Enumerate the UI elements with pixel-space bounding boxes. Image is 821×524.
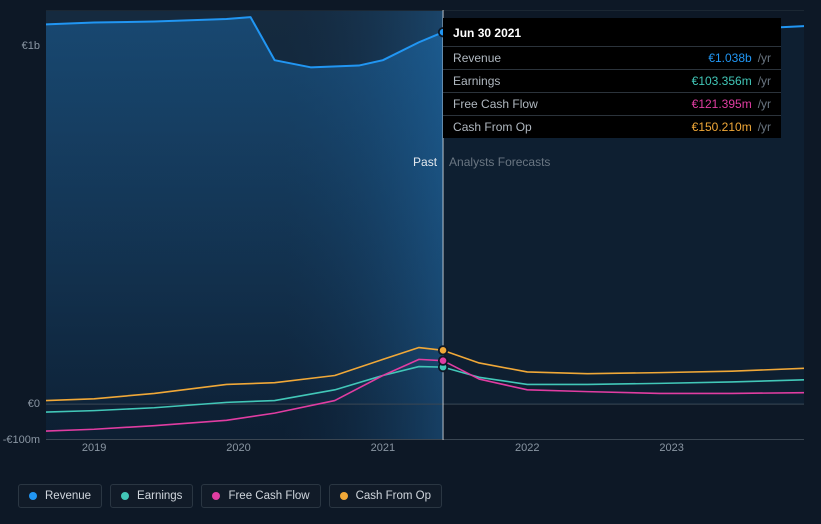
x-axis-tick: 2021 xyxy=(371,442,395,454)
tooltip-row: Revenue €1.038b/yr xyxy=(443,46,781,69)
x-axis-tick: 2020 xyxy=(226,442,250,454)
tooltip-row-unit: /yr xyxy=(758,74,771,88)
tooltip-row-value: €103.356m xyxy=(692,74,752,88)
legend-item-revenue[interactable]: Revenue xyxy=(18,484,102,508)
legend-swatch-icon xyxy=(212,492,220,500)
legend-label: Free Cash Flow xyxy=(228,490,309,502)
tooltip-row: Free Cash Flow €121.395m/yr xyxy=(443,92,781,115)
legend-item-free-cash-flow[interactable]: Free Cash Flow xyxy=(201,484,320,508)
y-axis-tick: €1b xyxy=(22,40,46,52)
legend-label: Revenue xyxy=(45,490,91,502)
x-axis: 2019 2020 2021 2022 2023 xyxy=(46,442,804,458)
y-axis-tick: -€100m xyxy=(3,434,46,446)
tooltip-row-value: €121.395m xyxy=(692,97,752,111)
legend-swatch-icon xyxy=(340,492,348,500)
x-axis-tick: 2023 xyxy=(659,442,683,454)
tooltip-row-unit: /yr xyxy=(758,97,771,111)
tooltip-row-unit: /yr xyxy=(758,51,771,65)
tooltip-row-value: €1.038b xyxy=(708,51,751,65)
tooltip-row-value: €150.210m xyxy=(692,120,752,134)
x-axis-tick: 2019 xyxy=(82,442,106,454)
legend: Revenue Earnings Free Cash Flow Cash From O… xyxy=(18,484,442,508)
tooltip-row-label: Cash From Op xyxy=(453,120,686,134)
past-region-label: Past xyxy=(46,155,443,169)
tooltip-row-unit: /yr xyxy=(758,120,771,134)
legend-swatch-icon xyxy=(29,492,37,500)
tooltip-date: Jun 30 2021 xyxy=(443,22,781,46)
legend-item-cash-from-op[interactable]: Cash From Op xyxy=(329,484,442,508)
financials-chart: €1b €0 -€100m 2019 2020 2021 2022 2023 Revenue… xyxy=(0,0,821,524)
tooltip-row-label: Free Cash Flow xyxy=(453,97,686,111)
legend-item-earnings[interactable]: Earnings xyxy=(110,484,193,508)
tooltip-row-label: Earnings xyxy=(453,74,686,88)
tooltip-row-label: Revenue xyxy=(453,51,702,65)
chart-tooltip: Jun 30 2021 Revenue €1.038b/yr Earnings €10… xyxy=(443,18,781,138)
legend-label: Earnings xyxy=(137,490,182,502)
tooltip-row: Cash From Op €150.210m/yr xyxy=(443,115,781,138)
forecast-region-label: Analysts Forecasts xyxy=(443,155,550,169)
x-axis-tick: 2022 xyxy=(515,442,539,454)
tooltip-row: Earnings €103.356m/yr xyxy=(443,69,781,92)
legend-label: Cash From Op xyxy=(356,490,431,502)
y-axis-tick: €0 xyxy=(28,398,46,410)
legend-swatch-icon xyxy=(121,492,129,500)
